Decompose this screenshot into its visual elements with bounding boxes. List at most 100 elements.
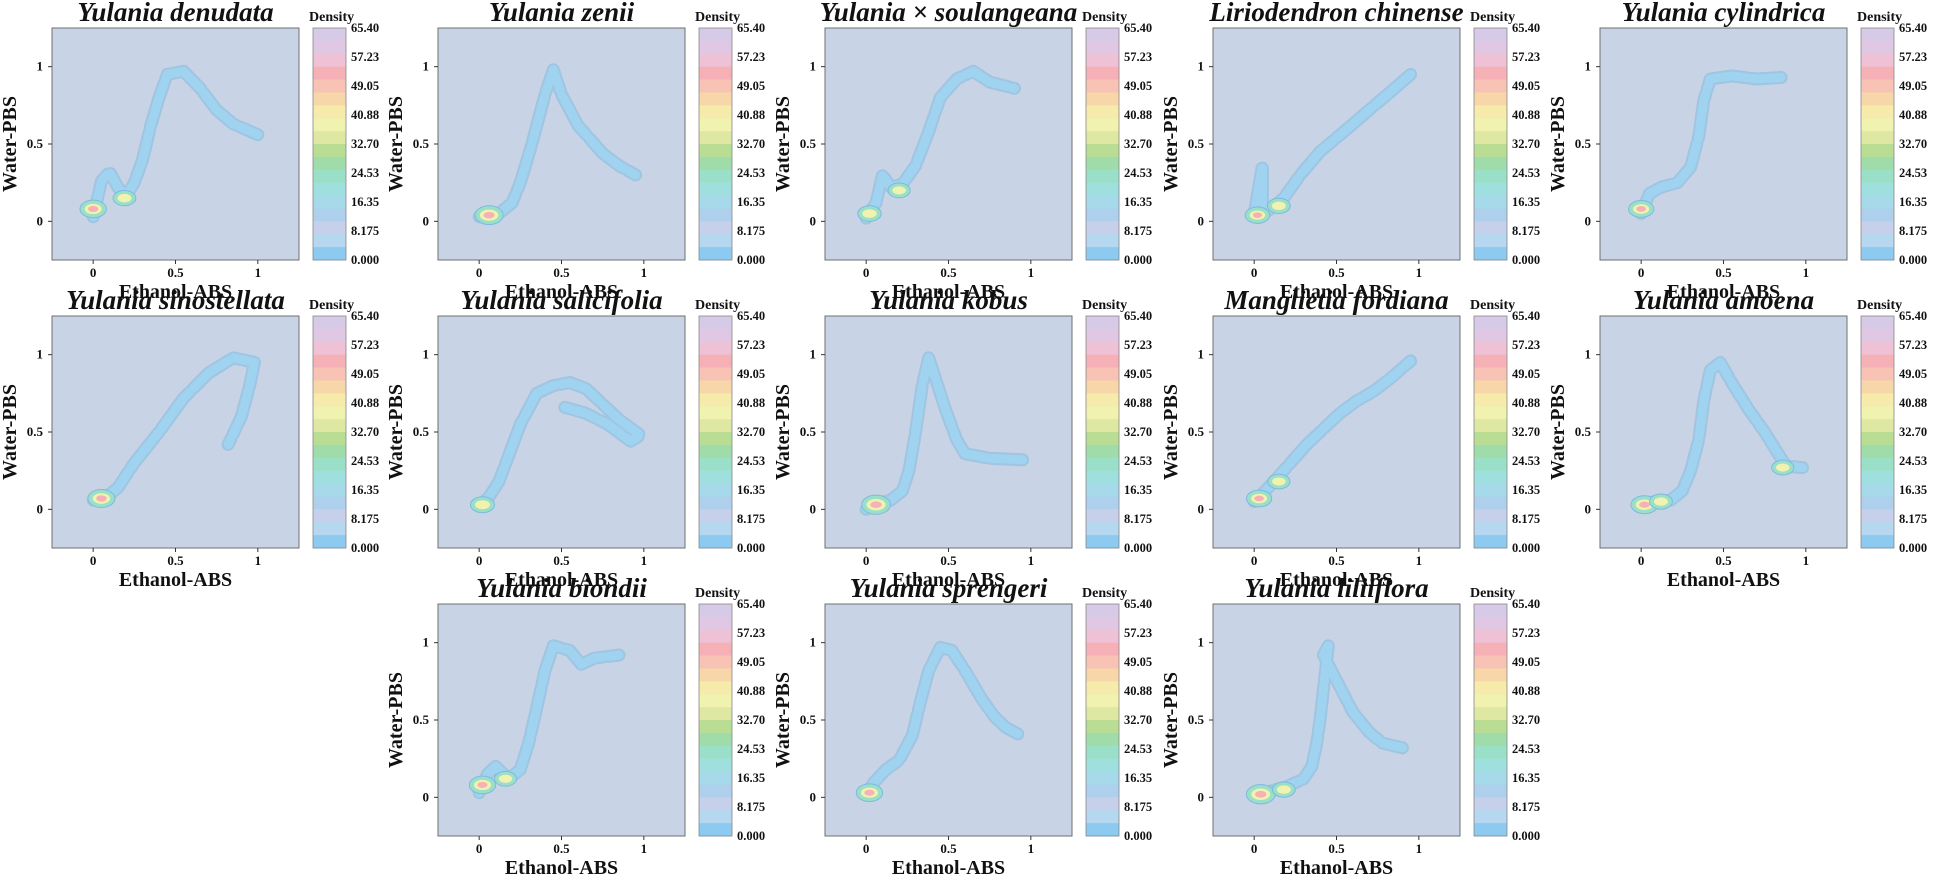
colorbar-band bbox=[1086, 367, 1119, 381]
colorbar-tick-label: 0.000 bbox=[351, 253, 379, 267]
colorbar-band bbox=[1861, 522, 1894, 536]
colorbar-tick-label: 65.40 bbox=[1899, 21, 1927, 35]
colorbar-band bbox=[1474, 470, 1507, 485]
colorbar-band bbox=[1861, 444, 1894, 459]
colorbar-band bbox=[1086, 40, 1119, 55]
colorbar-band bbox=[699, 182, 732, 197]
colorbar-band bbox=[1086, 354, 1119, 369]
x-tick-label: 1 bbox=[255, 265, 262, 280]
colorbar-tick-label: 0.000 bbox=[737, 541, 765, 555]
colorbar-tick-label: 16.35 bbox=[737, 771, 765, 785]
colorbar-band bbox=[1474, 367, 1507, 381]
y-tick-label: 1 bbox=[423, 347, 430, 362]
colorbar-tick-label: 32.70 bbox=[1512, 137, 1540, 151]
colorbar-band bbox=[699, 707, 732, 721]
colorbar-band bbox=[1086, 823, 1119, 837]
density-peak-mid bbox=[892, 186, 906, 195]
colorbar-band bbox=[1086, 694, 1119, 708]
colorbar-tick-label: 40.88 bbox=[1512, 396, 1540, 410]
colorbar-tick-label: 49.05 bbox=[1512, 367, 1540, 381]
panel-title: Liriodendron chinense bbox=[1208, 0, 1463, 27]
colorbar-band bbox=[1861, 419, 1894, 433]
density-peak-mid bbox=[117, 193, 132, 203]
colorbar-tick-label: 65.40 bbox=[737, 597, 765, 611]
y-tick-label: 0 bbox=[1198, 789, 1205, 804]
y-tick-label: 1 bbox=[1198, 59, 1205, 74]
y-tick-label: 0 bbox=[423, 789, 430, 804]
colorbar-tick-label: 40.88 bbox=[351, 108, 379, 122]
colorbar-tick-label: 40.88 bbox=[737, 396, 765, 410]
colorbar-tick-label: 8.175 bbox=[1124, 224, 1152, 238]
colorbar-band bbox=[1086, 604, 1119, 618]
colorbar-band bbox=[699, 745, 732, 760]
colorbar-band bbox=[1086, 341, 1119, 356]
y-axis-label: Water-PBS bbox=[772, 384, 794, 480]
panel-title: Yulania × soulangeana bbox=[820, 0, 1077, 27]
colorbar-band bbox=[1086, 720, 1119, 734]
colorbar-band bbox=[1474, 341, 1507, 356]
colorbar-band bbox=[1086, 131, 1119, 145]
colorbar-title: Density bbox=[1857, 10, 1902, 25]
colorbar-tick-label: 57.23 bbox=[1512, 626, 1540, 640]
colorbar-band bbox=[313, 535, 346, 549]
colorbar-tick-label: 8.175 bbox=[351, 512, 379, 526]
colorbar-band bbox=[699, 208, 732, 222]
colorbar-tick-label: 24.53 bbox=[737, 742, 765, 756]
colorbar-band bbox=[1474, 616, 1507, 631]
y-tick-label: 0.5 bbox=[800, 424, 817, 439]
y-tick-label: 0 bbox=[1198, 501, 1205, 516]
colorbar-band bbox=[313, 432, 346, 446]
y-axis-label: Water-PBS bbox=[1160, 672, 1182, 768]
colorbar-tick-label: 24.53 bbox=[1512, 454, 1540, 468]
colorbar-band bbox=[1086, 156, 1119, 171]
density-contour bbox=[861, 66, 1019, 223]
colorbar-tick-label: 24.53 bbox=[1124, 742, 1152, 756]
colorbar-band bbox=[1086, 535, 1119, 549]
density-contour bbox=[861, 642, 1023, 799]
colorbar-band bbox=[1086, 92, 1119, 106]
colorbar-title: Density bbox=[695, 10, 740, 25]
y-axis-label: Water-PBS bbox=[1547, 96, 1569, 192]
colorbar-tick-label: 24.53 bbox=[351, 166, 379, 180]
colorbar-tick-label: 65.40 bbox=[1512, 597, 1540, 611]
density-peak-mid bbox=[1776, 463, 1790, 472]
colorbar-band bbox=[699, 655, 732, 669]
colorbar-band bbox=[1474, 444, 1507, 459]
colorbar-band bbox=[699, 444, 732, 459]
colorbar-tick-label: 32.70 bbox=[737, 137, 765, 151]
colorbar-tick-label: 32.70 bbox=[1124, 137, 1152, 151]
colorbar-band bbox=[313, 496, 346, 510]
density-peak-mid bbox=[1276, 785, 1291, 794]
density-peak-core bbox=[88, 205, 99, 213]
colorbar-frame bbox=[698, 315, 733, 549]
colorbar-tick-label: 49.05 bbox=[351, 79, 379, 93]
colorbar-band bbox=[699, 105, 732, 119]
y-tick-label: 1 bbox=[810, 59, 817, 74]
x-axis-label: Ethanol-ABS bbox=[1280, 569, 1393, 591]
colorbar-band bbox=[1474, 380, 1507, 394]
colorbar-band bbox=[1474, 79, 1507, 93]
panel-4: 0 0.5 1 0 0.5 1 Ethanol-ABS Water-PBS Yulania cy… bbox=[1547, 0, 1927, 303]
panel-title: Yulania denudata bbox=[77, 0, 273, 27]
y-tick-label: 1 bbox=[1198, 635, 1205, 650]
colorbar-title: Density bbox=[1470, 298, 1515, 313]
y-axis-label: Water-PBS bbox=[385, 384, 407, 480]
colorbar-band bbox=[1474, 195, 1507, 209]
colorbar-tick-label: 24.53 bbox=[1899, 454, 1927, 468]
colorbar-tick-label: 0.000 bbox=[1899, 541, 1927, 555]
colorbar-band bbox=[1861, 509, 1894, 523]
y-tick-label: 0 bbox=[1585, 213, 1592, 228]
colorbar-band bbox=[1861, 92, 1894, 106]
colorbar-band bbox=[1861, 40, 1894, 55]
y-tick-label: 0.5 bbox=[1575, 424, 1592, 439]
x-tick-label: 0 bbox=[476, 553, 483, 568]
x-tick-label: 0 bbox=[863, 553, 870, 568]
colorbar-tick-label: 65.40 bbox=[1899, 309, 1927, 323]
colorbar-band bbox=[313, 169, 346, 184]
colorbar-band bbox=[1086, 234, 1119, 248]
colorbar-tick-label: 40.88 bbox=[1512, 684, 1540, 698]
